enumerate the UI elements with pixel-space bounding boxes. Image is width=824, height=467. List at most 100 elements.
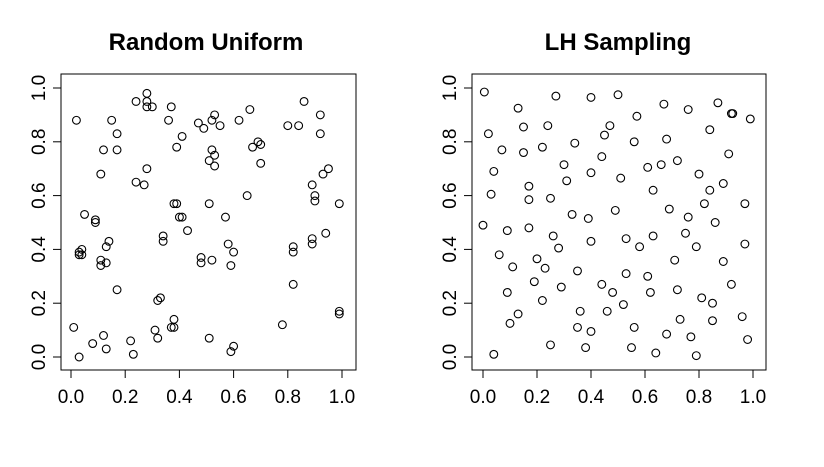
data-point bbox=[96, 255, 106, 265]
data-point bbox=[196, 258, 206, 268]
data-point bbox=[737, 312, 747, 322]
data-point bbox=[166, 102, 176, 112]
data-point bbox=[234, 115, 244, 125]
data-point bbox=[664, 204, 674, 214]
data-point bbox=[131, 177, 141, 187]
data-point bbox=[226, 261, 236, 270]
data-point bbox=[519, 122, 528, 132]
data-point bbox=[221, 212, 230, 222]
data-point bbox=[486, 189, 496, 199]
data-point bbox=[142, 164, 152, 174]
data-point bbox=[142, 102, 152, 112]
data-point bbox=[618, 300, 628, 309]
data-point bbox=[548, 231, 558, 241]
data-point bbox=[621, 269, 631, 279]
data-point bbox=[318, 169, 328, 179]
data-point bbox=[621, 234, 631, 244]
data-point bbox=[600, 130, 609, 140]
data-point bbox=[662, 329, 672, 339]
chart-title: Random Uniform bbox=[109, 29, 304, 56]
data-point bbox=[546, 193, 555, 203]
data-point bbox=[215, 121, 225, 131]
data-point bbox=[529, 277, 539, 287]
data-point bbox=[310, 191, 320, 201]
y-tick-label: 0.2 bbox=[29, 290, 50, 316]
data-point bbox=[101, 242, 111, 252]
y-tick-label: 0.8 bbox=[440, 129, 461, 155]
data-point bbox=[90, 215, 100, 225]
data-point bbox=[602, 306, 612, 316]
data-point bbox=[489, 166, 499, 176]
data-point bbox=[586, 326, 596, 336]
data-point bbox=[104, 236, 114, 246]
data-point bbox=[659, 99, 669, 109]
data-point bbox=[645, 287, 655, 297]
data-point bbox=[513, 103, 523, 113]
data-point bbox=[648, 185, 658, 195]
data-point bbox=[177, 131, 187, 141]
data-point bbox=[718, 179, 728, 188]
data-point bbox=[597, 279, 607, 289]
data-point bbox=[632, 111, 642, 121]
data-point bbox=[519, 148, 528, 158]
data-point bbox=[629, 322, 639, 332]
data-point bbox=[147, 102, 157, 112]
data-point bbox=[169, 314, 179, 324]
data-point bbox=[71, 115, 81, 125]
data-point bbox=[726, 279, 736, 289]
x-tick-label: 1.0 bbox=[329, 387, 355, 408]
data-point bbox=[299, 96, 309, 106]
data-point bbox=[96, 261, 106, 270]
x-tick-label: 0.8 bbox=[686, 387, 712, 408]
data-point bbox=[131, 96, 141, 106]
data-point bbox=[613, 90, 623, 100]
data-point bbox=[597, 152, 607, 162]
data-point bbox=[277, 320, 287, 330]
data-point bbox=[551, 91, 561, 101]
data-point bbox=[153, 296, 163, 305]
x-tick-label: 0.6 bbox=[632, 387, 658, 408]
x-axis: 0.0 0.2 0.4 0.6 0.8 1.0 bbox=[470, 369, 766, 408]
data-point bbox=[223, 239, 233, 249]
data-point bbox=[74, 352, 84, 362]
data-point bbox=[524, 223, 534, 233]
data-point bbox=[288, 242, 298, 252]
data-point bbox=[283, 121, 293, 131]
data-point bbox=[158, 231, 168, 241]
data-point bbox=[90, 218, 100, 227]
data-point bbox=[554, 243, 564, 253]
data-point bbox=[705, 125, 715, 135]
data-point bbox=[708, 316, 717, 326]
x-tick-label: 0.8 bbox=[275, 387, 301, 408]
data-point bbox=[112, 285, 122, 295]
data-point bbox=[126, 336, 136, 346]
data-points bbox=[69, 88, 344, 362]
data-point bbox=[74, 250, 84, 260]
data-point bbox=[226, 347, 236, 357]
data-point bbox=[562, 176, 572, 186]
data-point bbox=[321, 228, 331, 238]
data-point bbox=[635, 242, 645, 252]
data-point bbox=[256, 140, 266, 149]
data-point bbox=[101, 344, 111, 354]
data-point bbox=[248, 142, 258, 152]
data-point bbox=[556, 282, 566, 292]
data-point bbox=[253, 137, 263, 147]
data-point bbox=[675, 314, 685, 324]
x-tick-label: 0.2 bbox=[524, 387, 550, 408]
data-point bbox=[153, 333, 163, 343]
data-point bbox=[77, 244, 87, 254]
data-point bbox=[497, 145, 507, 155]
data-point bbox=[540, 263, 550, 273]
data-point bbox=[586, 168, 596, 178]
y-tick-label: 0.6 bbox=[29, 182, 50, 208]
data-point bbox=[672, 156, 682, 166]
data-point bbox=[210, 110, 220, 120]
data-point bbox=[207, 145, 217, 155]
y-tick-label: 1.0 bbox=[440, 75, 461, 101]
data-point bbox=[643, 271, 653, 281]
data-point bbox=[546, 340, 555, 350]
data-point bbox=[697, 293, 707, 303]
data-point bbox=[728, 109, 738, 119]
data-point bbox=[245, 105, 255, 114]
